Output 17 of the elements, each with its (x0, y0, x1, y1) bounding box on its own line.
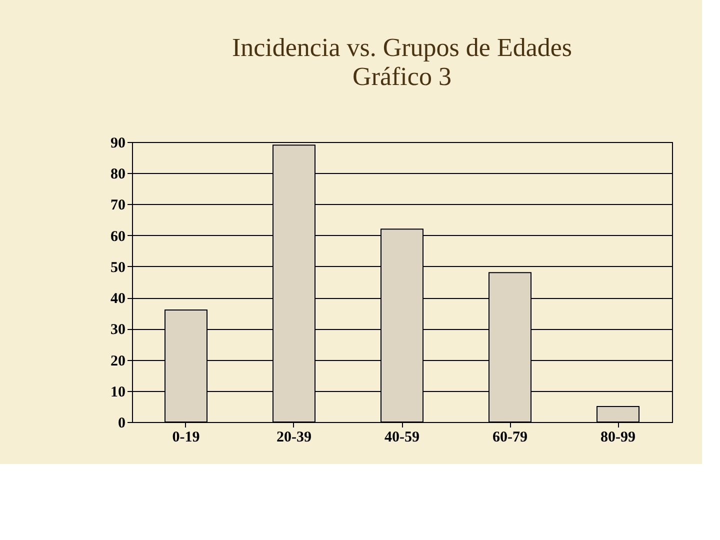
y-tick-label: 70 (110, 198, 126, 214)
y-tick-label: 40 (110, 291, 126, 308)
x-tick-label: 80-99 (600, 430, 636, 446)
y-tick-label: 80 (110, 166, 126, 183)
y-tick-label: 20 (110, 353, 126, 370)
x-tick-label: 0-19 (172, 430, 200, 446)
y-tick-label: 30 (110, 322, 126, 338)
chart-subtitle: Gráfico 3 (352, 62, 452, 91)
y-tick-label: 10 (110, 384, 126, 400)
x-tick-label: 20-39 (276, 430, 312, 446)
y-tick-label: 90 (110, 136, 126, 152)
x-tick-label: 60-79 (492, 430, 528, 446)
y-tick-label: 0 (118, 416, 126, 432)
y-tick-label: 60 (110, 228, 126, 245)
chart-title: Incidencia vs. Grupos de Edades (232, 33, 572, 62)
y-tick-label: 50 (110, 260, 126, 276)
x-tick-label: 40-59 (384, 430, 420, 446)
